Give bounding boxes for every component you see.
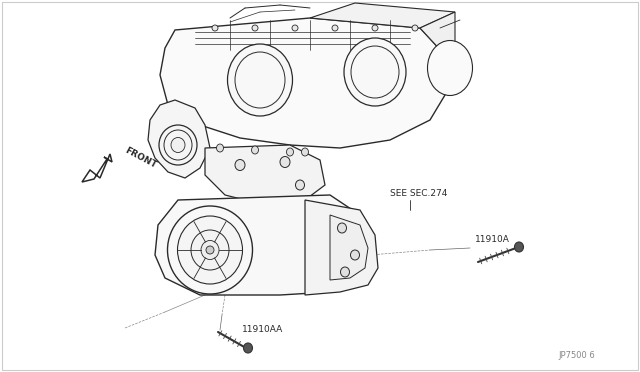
Polygon shape bbox=[160, 18, 448, 148]
Ellipse shape bbox=[344, 38, 406, 106]
Polygon shape bbox=[310, 3, 455, 28]
Ellipse shape bbox=[191, 230, 229, 270]
Polygon shape bbox=[305, 200, 378, 295]
Text: FRONT: FRONT bbox=[123, 146, 158, 170]
Polygon shape bbox=[148, 100, 210, 178]
Ellipse shape bbox=[243, 343, 253, 353]
Ellipse shape bbox=[292, 25, 298, 31]
Ellipse shape bbox=[412, 25, 418, 31]
Ellipse shape bbox=[351, 46, 399, 98]
Ellipse shape bbox=[428, 41, 472, 96]
Ellipse shape bbox=[177, 216, 243, 284]
Ellipse shape bbox=[252, 146, 259, 154]
Ellipse shape bbox=[287, 148, 294, 156]
Ellipse shape bbox=[168, 206, 253, 294]
Ellipse shape bbox=[227, 44, 292, 116]
Polygon shape bbox=[205, 145, 325, 205]
Ellipse shape bbox=[171, 138, 185, 153]
Ellipse shape bbox=[515, 242, 524, 252]
Ellipse shape bbox=[206, 246, 214, 254]
Ellipse shape bbox=[337, 223, 346, 233]
Ellipse shape bbox=[301, 148, 308, 156]
Polygon shape bbox=[420, 12, 455, 90]
Ellipse shape bbox=[235, 52, 285, 108]
Text: 11910AA: 11910AA bbox=[242, 326, 284, 334]
Ellipse shape bbox=[340, 267, 349, 277]
Ellipse shape bbox=[351, 250, 360, 260]
Text: SEE SEC.274: SEE SEC.274 bbox=[390, 189, 447, 198]
Ellipse shape bbox=[235, 160, 245, 170]
Polygon shape bbox=[155, 195, 365, 295]
Ellipse shape bbox=[296, 180, 305, 190]
Ellipse shape bbox=[164, 130, 192, 160]
Text: JP7500 6: JP7500 6 bbox=[558, 351, 595, 360]
Ellipse shape bbox=[372, 25, 378, 31]
Ellipse shape bbox=[212, 25, 218, 31]
Ellipse shape bbox=[159, 125, 197, 165]
Ellipse shape bbox=[216, 144, 223, 152]
Polygon shape bbox=[330, 215, 368, 280]
Ellipse shape bbox=[332, 25, 338, 31]
Ellipse shape bbox=[280, 157, 290, 167]
Ellipse shape bbox=[252, 25, 258, 31]
Text: 11910A: 11910A bbox=[475, 235, 510, 244]
Ellipse shape bbox=[201, 241, 219, 260]
